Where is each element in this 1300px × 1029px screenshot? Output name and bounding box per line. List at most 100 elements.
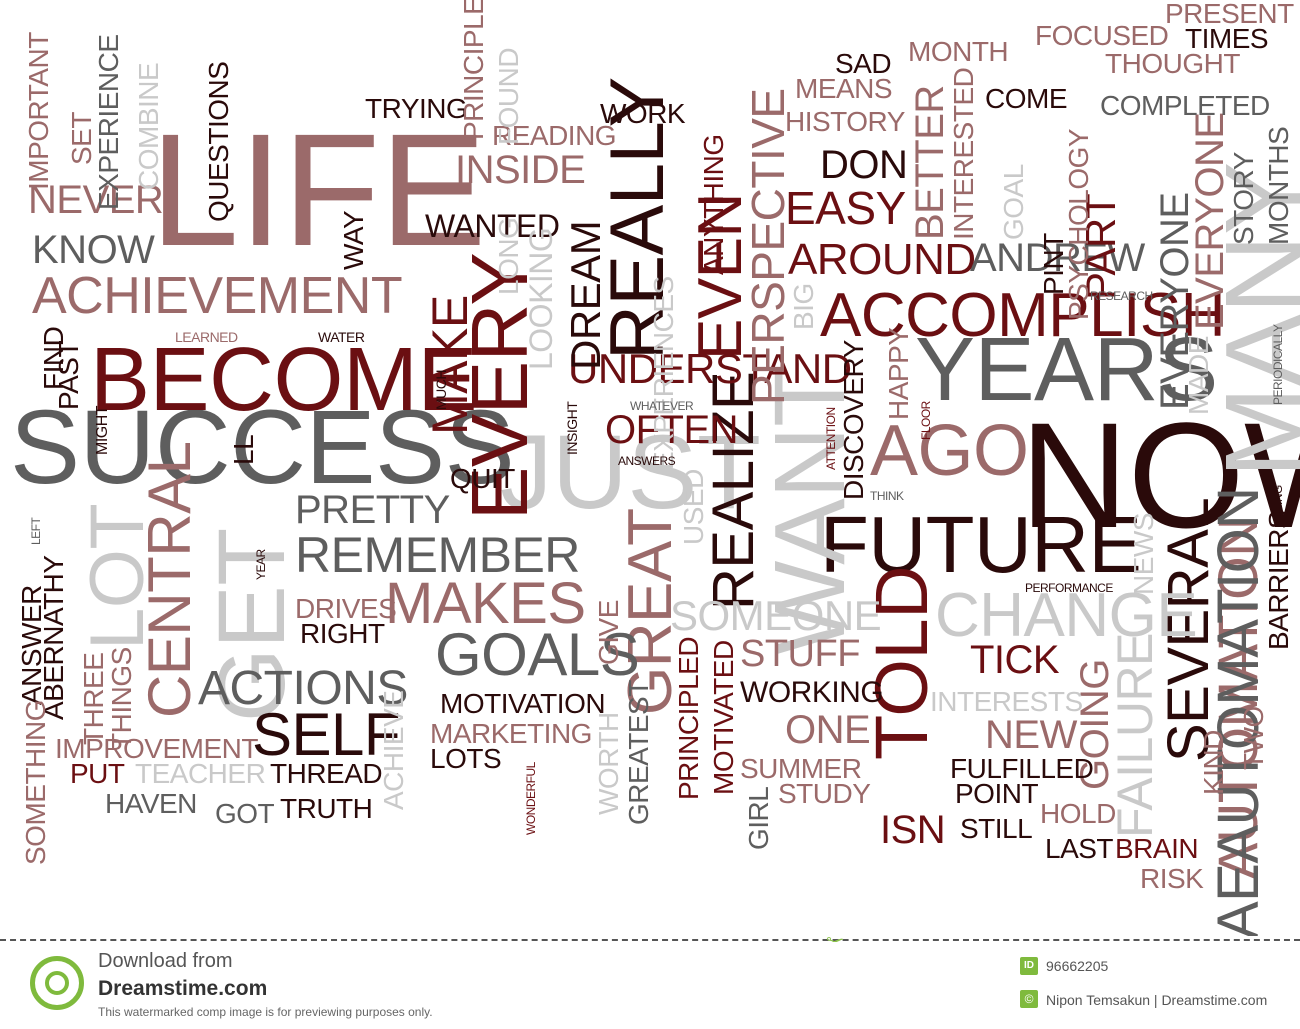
cloud-word: LOTS (430, 743, 502, 774)
cloud-word: STORY (1228, 152, 1259, 245)
cloud-word: PERFORMANCE (1025, 581, 1113, 595)
cloud-word: FOCUSED (1035, 20, 1169, 51)
cloud-word: HOLD (1040, 798, 1116, 829)
cloud-word: MARKETING (430, 718, 592, 749)
cloud-word: WAY (338, 210, 369, 270)
cloud-word: DRIVES (295, 593, 397, 624)
cloud-word: TRYING (365, 93, 468, 124)
cloud-word: WHATEVER (630, 399, 694, 413)
cloud-word: COMPLETED (1100, 90, 1270, 121)
cloud-word: REMEMBER (295, 527, 580, 583)
cloud-word: NOW (1020, 391, 1300, 559)
cloud-word: ISN (880, 808, 946, 852)
cloud-word: ANSWERS (618, 454, 676, 468)
cloud-word: INTERESTED (948, 67, 979, 240)
preview-note: This watermarked comp image is for previ… (98, 1005, 433, 1019)
cloud-word: WORTH (593, 712, 624, 815)
cloud-word: AGO (870, 411, 1029, 491)
cloud-word: FUTURE (820, 500, 1142, 589)
cloud-word: EXPERIENCES (648, 276, 679, 470)
cloud-word: GOAL (998, 164, 1029, 240)
cloud-word: IMPORTANT (23, 32, 54, 190)
cloud-word: LIFE (150, 100, 486, 279)
cloud-word: YEARS (915, 320, 1218, 420)
cloud-word: MONTH (908, 36, 1009, 67)
cloud-word: LEFT (29, 517, 43, 545)
cloud-word: BRAIN (1115, 833, 1199, 864)
cloud-word: FOUND (493, 47, 524, 145)
cloud-word: ABERNATHY (38, 555, 69, 720)
cloud-word: LOT (75, 503, 160, 650)
cloud-word: QUIT (450, 463, 515, 494)
cloud-word: FLOOR (919, 401, 933, 440)
word-cloud: LIFE SUCCESS NOW BECOME YEARS FUTURE ACCOMPLIS… (10, 0, 1300, 936)
cloud-word: WONDERFUL (524, 762, 538, 835)
cloud-word: COME (985, 83, 1068, 114)
cloud-word: USED (678, 469, 709, 545)
cloud-word: THINK (870, 489, 904, 503)
photographer-credit: Nipon Temsakun | Dreamstime.com (1046, 992, 1268, 1008)
cloud-word: MOTIVATED (708, 640, 739, 795)
site-name: Dreamstime.com (98, 977, 268, 1000)
cloud-word: EXPERIENCE (93, 34, 124, 211)
cloud-word: ACCOMPLISH (820, 281, 1225, 350)
cloud-word: MADE (1183, 336, 1214, 415)
cloud-word: STUFF (740, 633, 860, 675)
cut-line (0, 939, 1300, 941)
cloud-word: SOMETHING (20, 699, 51, 865)
cloud-word: PUT (70, 758, 125, 789)
cloud-word: SOMEONE (670, 592, 882, 639)
cloud-word: KNOW (32, 228, 155, 272)
cloud-word: THINGS (106, 647, 137, 750)
cloud-word: GIRL (743, 786, 774, 850)
cloud-word: NEVER (28, 178, 164, 222)
cloud-word: PRINCIPLES (458, 0, 489, 140)
cloud-word: INTERESTS (930, 686, 1083, 717)
cloud-word: DON (820, 143, 908, 187)
cloud-word: POINT (955, 778, 1039, 809)
cloud-word: FAILURE (1107, 633, 1163, 838)
cloud-word: MIGHT (94, 405, 111, 455)
download-label: Download from (98, 950, 233, 972)
cloud-word: MAKE (422, 295, 478, 435)
cloud-word: EASY (785, 182, 906, 234)
cloud-word: RESEARCH (1090, 289, 1153, 303)
cloud-word: NEWS (1128, 513, 1159, 595)
cloud-word: GOT (215, 798, 275, 829)
cloud-word: ACTIONS (198, 662, 408, 715)
cloud-word: ACHIEVEMENT (32, 267, 403, 325)
cloud-word: THOUGHT (1105, 48, 1240, 79)
cloud-word: PRESENT (1165, 0, 1294, 29)
cloud-word: HISTORY (785, 106, 905, 137)
cloud-word: YEAR (254, 549, 268, 580)
cloud-word: MEANS (795, 73, 893, 104)
cloud-word: NEW (985, 713, 1077, 757)
cloud-word: JUST (500, 414, 761, 531)
cloud-word: AROUND (788, 235, 976, 284)
cloud-word: LONG (493, 217, 524, 295)
cloud-word: BIG (788, 283, 819, 330)
id-badge: ID (1020, 957, 1038, 975)
cloud-word: WANTED (425, 208, 560, 244)
image-id: 96662205 (1046, 958, 1109, 974)
cloud-word: CHANGE (935, 581, 1198, 650)
cloud-word: TIMES (1185, 23, 1269, 54)
cloud-word: QUESTIONS (203, 61, 234, 222)
watermark-footer: Download from Dreamstime.com This waterm… (0, 942, 1300, 1029)
cloud-word: TICK (970, 638, 1060, 682)
cloud-word: SAD (835, 48, 892, 79)
cloud-word: STILL (960, 813, 1033, 844)
cloud-word: PAST (53, 340, 84, 410)
cloud-word: MONTHS (1263, 126, 1294, 245)
cloud-word: SUCCESS (10, 389, 515, 506)
cloud-word: READING (492, 120, 617, 151)
cloud-word: MOTIVATION (440, 688, 606, 719)
cloud-word: IMPROVEMENT (55, 733, 258, 764)
cloud-word: MAKES (385, 571, 586, 636)
cloud-word: FULFILLED (950, 753, 1094, 784)
cloud-word: TRUTH (280, 793, 373, 824)
cloud-word: ONE (785, 708, 871, 752)
cloud-word: SUMMER (740, 753, 862, 784)
cloud-word: ANYTHING (698, 134, 729, 275)
cloud-word: COMBINE (133, 62, 164, 190)
